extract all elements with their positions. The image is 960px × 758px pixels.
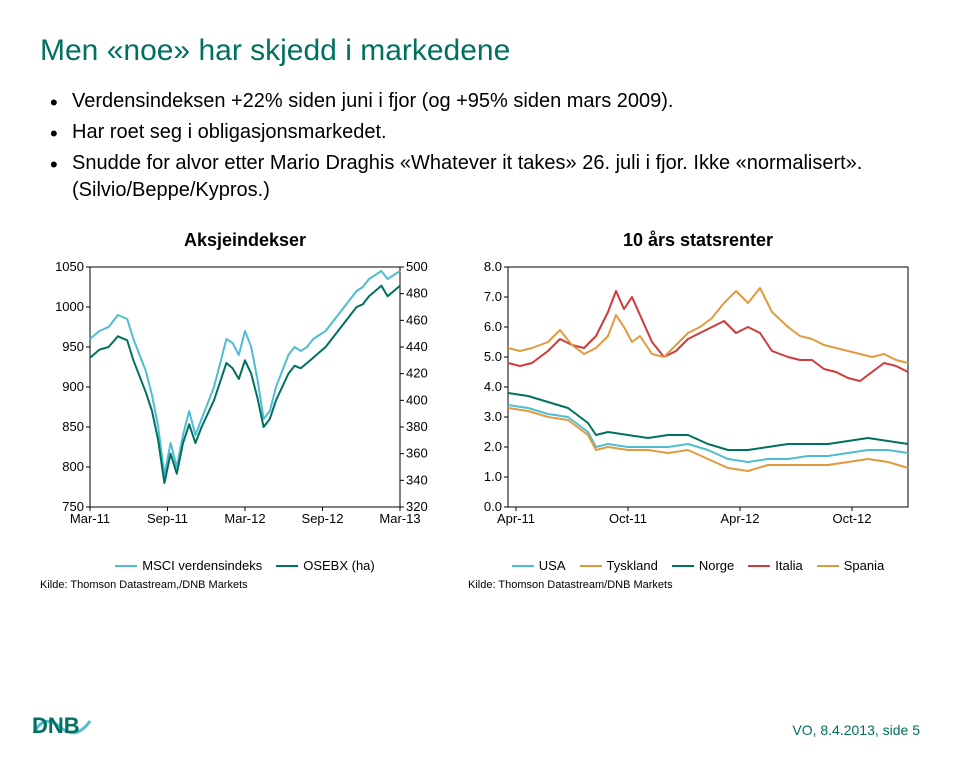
svg-text:950: 950	[62, 339, 84, 354]
page-title: Men «noe» har skjedd i markedene	[40, 34, 920, 68]
chart1-svg: 7508008509009501000105032034036038040042…	[40, 257, 450, 547]
footer-text: VO, 8.4.2013, side 5	[792, 722, 920, 738]
dnb-logo: DNB	[32, 703, 104, 742]
svg-text:850: 850	[62, 419, 84, 434]
svg-text:6.0: 6.0	[484, 319, 502, 334]
svg-text:Oct-12: Oct-12	[832, 511, 871, 526]
chart2-source: Kilde: Thomson Datastream/DNB Markets	[468, 579, 928, 591]
svg-text:Mar-11: Mar-11	[70, 511, 110, 526]
svg-text:1050: 1050	[55, 259, 84, 274]
svg-text:1.0: 1.0	[484, 469, 502, 484]
bullet-item: Snudde for alvor etter Mario Draghis «Wh…	[50, 150, 920, 204]
chart1-source: Kilde: Thomson Datastream,/DNB Markets	[40, 579, 450, 591]
svg-text:Mar-12: Mar-12	[224, 511, 265, 526]
svg-text:2.0: 2.0	[484, 439, 502, 454]
svg-text:1000: 1000	[55, 299, 84, 314]
svg-text:400: 400	[406, 392, 428, 407]
legend-label: OSEBX (ha)	[303, 558, 375, 573]
legend-item: MSCI verdensindeks	[115, 558, 262, 573]
legend-swatch	[276, 565, 298, 567]
legend-item: USA	[512, 558, 566, 573]
svg-text:Apr-11: Apr-11	[497, 511, 535, 526]
legend-label: Italia	[775, 558, 802, 573]
legend-swatch	[512, 565, 534, 567]
chart2-legend: USA Tyskland Norge Italia Spania	[468, 558, 928, 573]
legend-swatch	[580, 565, 602, 567]
legend-item: Spania	[817, 558, 884, 573]
bullet-list: Verdensindeksen +22% siden juni i fjor (…	[50, 88, 920, 204]
dnb-logo-svg: DNB	[32, 703, 104, 737]
bullet-item: Har roet seg i obligasjonsmarkedet.	[50, 119, 920, 146]
svg-text:Mar-13: Mar-13	[379, 511, 420, 526]
svg-text:5.0: 5.0	[484, 349, 502, 364]
svg-text:460: 460	[406, 312, 428, 327]
legend-label: USA	[539, 558, 566, 573]
legend-item: Tyskland	[580, 558, 658, 573]
chart-statsrenter: 10 års statsrenter 0.01.02.03.04.05.06.0…	[468, 230, 928, 591]
svg-text:Oct-11: Oct-11	[609, 511, 647, 526]
chart2-title: 10 års statsrenter	[468, 230, 928, 251]
svg-text:Apr-12: Apr-12	[720, 511, 759, 526]
svg-text:340: 340	[406, 472, 428, 487]
svg-text:7.0: 7.0	[484, 289, 502, 304]
svg-text:Sep-12: Sep-12	[302, 511, 344, 526]
svg-text:480: 480	[406, 286, 428, 301]
svg-text:DNB: DNB	[32, 713, 80, 737]
legend-swatch	[672, 565, 694, 567]
svg-text:8.0: 8.0	[484, 259, 502, 274]
charts-row: Aksjeindekser 75080085090095010001050320…	[40, 230, 920, 591]
legend-swatch	[748, 565, 770, 567]
svg-text:4.0: 4.0	[484, 379, 502, 394]
svg-text:440: 440	[406, 339, 428, 354]
legend-swatch	[115, 565, 137, 567]
legend-item: Italia	[748, 558, 802, 573]
svg-text:900: 900	[62, 379, 84, 394]
svg-text:360: 360	[406, 446, 428, 461]
svg-text:3.0: 3.0	[484, 409, 502, 424]
chart1-legend: MSCI verdensindeks OSEBX (ha)	[40, 558, 450, 573]
bullet-item: Verdensindeksen +22% siden juni i fjor (…	[50, 88, 920, 115]
slide: Men «noe» har skjedd i markedene Verdens…	[0, 0, 960, 758]
svg-text:800: 800	[62, 459, 84, 474]
chart2-svg: 0.01.02.03.04.05.06.07.08.0Apr-11Oct-11A…	[468, 257, 928, 547]
chart1-title: Aksjeindekser	[40, 230, 450, 251]
svg-text:420: 420	[406, 366, 428, 381]
legend-swatch	[817, 565, 839, 567]
svg-text:500: 500	[406, 259, 428, 274]
svg-text:Sep-11: Sep-11	[147, 511, 188, 526]
legend-label: Spania	[844, 558, 884, 573]
legend-item: Norge	[672, 558, 734, 573]
legend-item: OSEBX (ha)	[276, 558, 375, 573]
svg-text:380: 380	[406, 419, 428, 434]
legend-label: Tyskland	[607, 558, 658, 573]
legend-label: MSCI verdensindeks	[142, 558, 262, 573]
legend-label: Norge	[699, 558, 734, 573]
chart-aksjeindekser: Aksjeindekser 75080085090095010001050320…	[40, 230, 450, 591]
